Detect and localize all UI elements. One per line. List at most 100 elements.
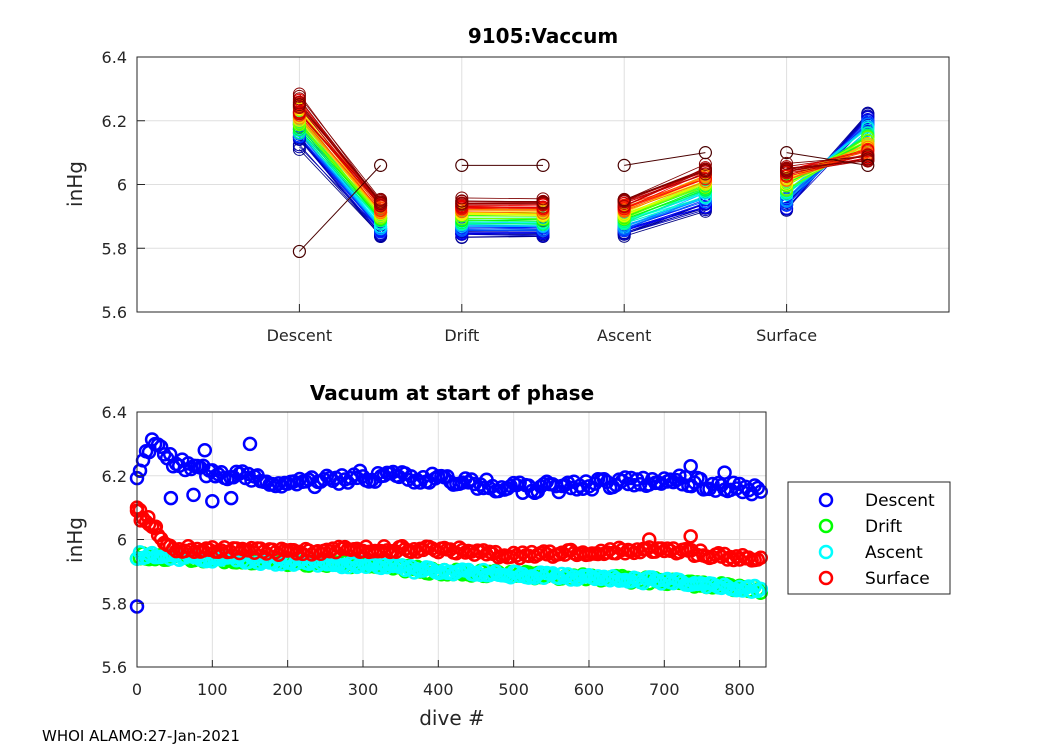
top-marker xyxy=(780,164,794,178)
top-profile-line xyxy=(461,197,544,200)
top-profile-line xyxy=(461,234,544,237)
top-marker xyxy=(617,200,631,214)
top-y-tick-label: 6.2 xyxy=(102,112,127,131)
top-y-tick-label: 6.4 xyxy=(102,48,127,67)
top-marker xyxy=(455,197,469,211)
bottom-x-tick-label: 700 xyxy=(649,680,680,699)
bottom-x-ticks: 0 100 200 300 400 500 600 700 800 xyxy=(132,660,755,699)
top-marker xyxy=(698,164,712,178)
top-marker xyxy=(698,200,712,214)
top-profile-line xyxy=(299,135,381,230)
bottom-point-surface xyxy=(590,546,606,562)
top-outlier-line xyxy=(786,152,868,166)
top-chart: 5.65.866.26.4 Descent Drift Ascent Surface … xyxy=(63,24,950,345)
bottom-point-surface xyxy=(599,545,615,560)
top-profile-line xyxy=(786,158,868,172)
top-profile-line xyxy=(461,222,544,225)
legend-label-drift: Drift xyxy=(865,517,902,537)
top-outlier-marker xyxy=(374,158,388,172)
top-profile-line xyxy=(624,206,706,232)
bottom-series-descent xyxy=(129,432,768,614)
bottom-x-tick-label: 800 xyxy=(724,680,755,699)
top-profile-line xyxy=(461,207,544,210)
top-outlier-line xyxy=(624,152,706,166)
top-marker xyxy=(780,201,794,215)
bottom-outlier-descent xyxy=(717,465,732,480)
legend: Descent Drift Ascent Surface xyxy=(787,481,951,595)
top-y-tick-label: 5.6 xyxy=(102,303,127,322)
top-marker xyxy=(374,195,388,209)
top-markers xyxy=(292,87,875,259)
legend-marker-descent xyxy=(818,492,834,508)
top-profile-line xyxy=(461,212,544,215)
bottom-outlier-descent xyxy=(205,494,220,509)
top-profile-line xyxy=(299,114,381,211)
top-marker xyxy=(698,167,712,181)
bottom-outlier-descent xyxy=(186,487,201,503)
bottom-x-tick-label: 300 xyxy=(348,680,379,699)
bottom-x-tick-label: 400 xyxy=(423,680,454,699)
bottom-point-surface xyxy=(455,542,470,558)
bottom-outlier-descent xyxy=(223,490,239,506)
top-marker xyxy=(455,207,469,221)
bottom-point-ascent xyxy=(753,581,768,597)
top-marker xyxy=(536,192,550,206)
top-marker xyxy=(780,156,794,170)
top-marker xyxy=(536,200,550,214)
legend-marker-ascent xyxy=(818,544,834,560)
legend-label-surface: Surface xyxy=(865,569,930,589)
top-profile-line xyxy=(461,220,544,222)
bottom-outlier-surface xyxy=(683,529,698,544)
bottom-series-ascent xyxy=(129,545,768,599)
top-outlier-line xyxy=(299,165,381,252)
top-profile-line xyxy=(461,213,544,216)
top-profile-line xyxy=(786,154,868,167)
top-outlier-marker xyxy=(698,146,713,160)
top-x-tick-label-ascent: Ascent xyxy=(597,326,651,345)
legend-marker-surface xyxy=(818,570,834,586)
top-marker xyxy=(455,191,469,205)
top-profile-line xyxy=(299,96,381,200)
legend-items: Descent Drift Ascent Surface xyxy=(818,491,935,589)
bottom-point-ascent xyxy=(406,565,422,580)
top-y-tick-label: 5.8 xyxy=(102,239,127,258)
top-marker xyxy=(374,204,388,218)
bottom-outlier-surface xyxy=(133,513,149,528)
top-profile-line xyxy=(299,137,381,234)
top-profile-line xyxy=(299,107,381,206)
top-marker xyxy=(292,89,306,103)
top-profile-line xyxy=(786,156,868,164)
top-profile-line xyxy=(461,236,544,238)
bottom-x-tick-label: 100 xyxy=(197,680,228,699)
top-profile-lines xyxy=(299,93,869,252)
legend-box xyxy=(787,481,951,595)
top-profile-line xyxy=(299,118,381,214)
bottom-series-surface xyxy=(129,500,768,568)
top-profile-line xyxy=(299,146,381,231)
top-profile-line xyxy=(299,136,381,231)
top-marker xyxy=(617,192,631,206)
top-marker xyxy=(861,143,875,157)
top-outlier-marker xyxy=(536,158,550,172)
top-profile-line xyxy=(461,204,544,207)
top-y-tick-label: 6 xyxy=(117,176,127,195)
top-x-tick-label-surface: Surface xyxy=(756,326,817,345)
bottom-outlier-descent xyxy=(197,443,213,458)
top-profile-line xyxy=(299,113,381,207)
bottom-point-surface xyxy=(753,550,768,565)
bottom-outlier-descent xyxy=(163,490,179,506)
top-chart-title: 9105:Vaccum xyxy=(468,24,618,48)
bottom-point-descent xyxy=(672,468,687,484)
bottom-x-tick-label: 0 xyxy=(132,680,142,699)
bottom-y-tick-label: 5.6 xyxy=(102,658,127,677)
bottom-y-tick-label: 6.2 xyxy=(102,467,127,486)
top-profile-line xyxy=(461,235,544,238)
top-marker xyxy=(292,140,306,154)
top-profile-line xyxy=(624,163,706,201)
bottom-outlier-descent xyxy=(242,436,258,452)
top-profile-line xyxy=(461,211,544,214)
legend-label-ascent: Ascent xyxy=(865,543,923,563)
top-marker xyxy=(780,186,794,200)
top-profile-line xyxy=(624,180,706,212)
